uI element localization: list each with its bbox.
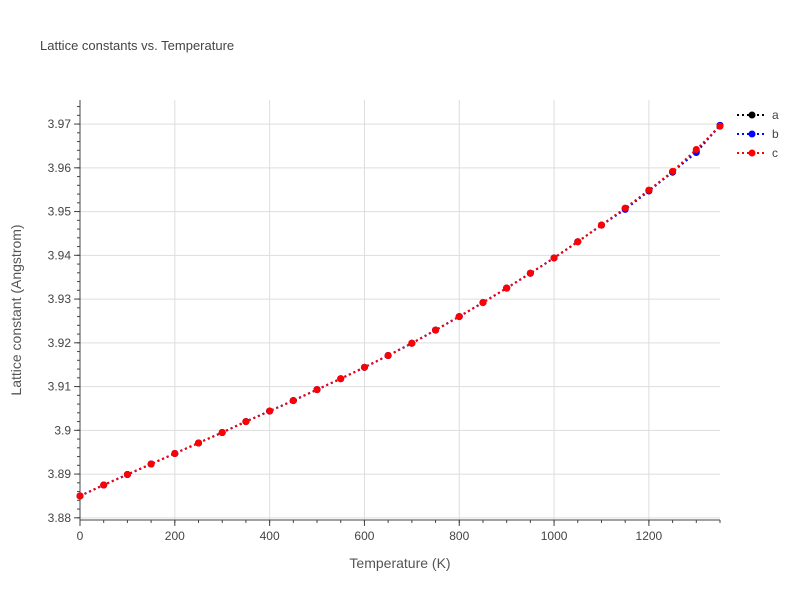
- legend-marker-c: [748, 149, 756, 157]
- x-tick-label: 400: [260, 529, 280, 543]
- y-tick-label: 3.95: [48, 205, 72, 219]
- y-tick-label: 3.96: [48, 161, 72, 175]
- data-point-c: [432, 326, 440, 334]
- y-tick-label: 3.92: [48, 336, 72, 350]
- data-point-c: [597, 221, 605, 229]
- x-tick-label: 800: [449, 529, 469, 543]
- data-point-c: [669, 167, 677, 175]
- legend-label-b[interactable]: b: [772, 127, 779, 141]
- x-tick-label: 1200: [636, 529, 663, 543]
- data-point-c: [289, 397, 297, 405]
- legend-label-a[interactable]: a: [772, 108, 779, 122]
- x-tick-label: 0: [77, 529, 84, 543]
- legend-marker-b: [748, 130, 756, 138]
- data-point-c: [195, 439, 203, 447]
- y-tick-label: 3.94: [48, 248, 72, 262]
- data-point-c: [313, 386, 321, 394]
- chart-title: Lattice constants vs. Temperature: [40, 38, 234, 53]
- data-point-c: [171, 450, 179, 457]
- data-point-c: [716, 122, 724, 130]
- y-tick-label: 3.89: [48, 467, 72, 481]
- data-point-c: [147, 460, 155, 468]
- data-point-c: [692, 145, 700, 153]
- x-tick-label: 200: [165, 529, 185, 543]
- series-line-b: [79, 124, 721, 497]
- y-tick-label: 3.91: [48, 380, 72, 394]
- y-tick-label: 3.9: [54, 423, 71, 437]
- data-point-c: [526, 269, 534, 277]
- data-point-c: [100, 481, 108, 489]
- x-axis-label: Temperature (K): [349, 555, 450, 571]
- x-tick-label: 600: [354, 529, 374, 543]
- data-point-c: [645, 186, 653, 194]
- series-line-c: [79, 125, 721, 497]
- data-point-c: [218, 429, 226, 436]
- grid-lines: [80, 100, 720, 520]
- data-point-c: [123, 471, 131, 478]
- data-point-c: [384, 352, 392, 359]
- data-point-c: [479, 299, 487, 307]
- series-line-a: [79, 124, 721, 497]
- legend: abc: [737, 108, 779, 160]
- legend-marker-a: [748, 111, 756, 119]
- y-axis-label: Lattice constant (Angstrom): [8, 224, 24, 395]
- y-tick-label: 3.97: [48, 117, 72, 131]
- data-point-c: [621, 204, 629, 212]
- legend-label-c[interactable]: c: [772, 146, 778, 160]
- x-tick-label: 1000: [541, 529, 568, 543]
- y-tick-label: 3.88: [48, 511, 72, 525]
- data-point-c: [242, 418, 250, 426]
- data-point-c: [455, 313, 463, 321]
- data-point-c: [76, 492, 84, 500]
- data-point-c: [408, 339, 416, 347]
- data-point-c: [266, 407, 274, 415]
- axes: 3.88 3.89 3.9 3.91 3.92 3.93 3.94 3.95 3.96 3.97 0…: [48, 100, 721, 543]
- data-point-c: [503, 284, 511, 292]
- data-point-c: [574, 238, 582, 246]
- data-point-c: [550, 254, 558, 262]
- plot-series: [76, 121, 724, 500]
- y-tick-label: 3.93: [48, 292, 72, 306]
- data-point-c: [337, 375, 345, 383]
- data-point-c: [360, 363, 368, 371]
